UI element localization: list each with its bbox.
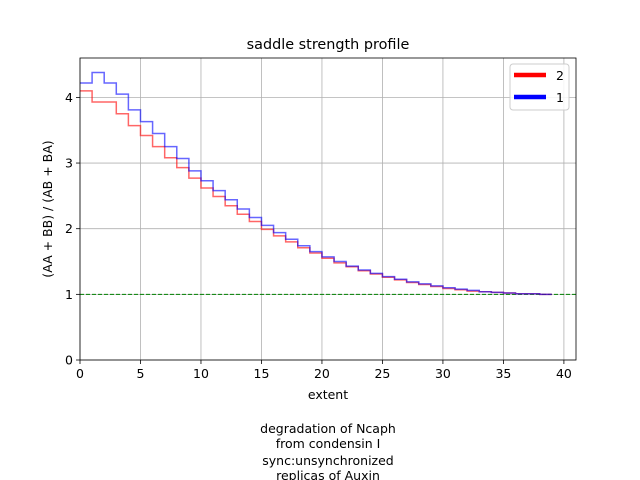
- y-tick-label: 4: [65, 90, 73, 105]
- caption-line: sync:unsynchronized: [262, 453, 393, 468]
- x-tick-label: 10: [193, 366, 209, 381]
- x-tick-label: 30: [435, 366, 451, 381]
- legend: 2 1: [509, 63, 570, 111]
- x-tick-label: 0: [76, 366, 84, 381]
- y-tick-label: 1: [65, 287, 73, 302]
- x-axis-label: extent: [308, 387, 348, 402]
- caption: degradation of Ncaph from condensin I sy…: [260, 421, 396, 480]
- y-tick-label: 2: [65, 221, 73, 236]
- x-tick-label: 25: [374, 366, 390, 381]
- y-axis-label: (AA + BB) / (AB + BA): [40, 140, 55, 277]
- caption-line: from condensin I: [276, 436, 381, 451]
- x-tick-label: 40: [556, 366, 572, 381]
- legend-label: 1: [556, 90, 564, 105]
- grid: [79, 58, 576, 361]
- legend-label: 2: [556, 68, 564, 83]
- x-tick-label: 15: [254, 366, 270, 381]
- series-line: [80, 71, 552, 296]
- chart-title: saddle strength profile: [247, 37, 410, 53]
- x-tick-label: 5: [137, 366, 145, 381]
- x-tick-label: 35: [495, 366, 511, 381]
- plot-frame: [79, 57, 577, 361]
- y-axis: 0 1 2 3 4: [65, 90, 80, 368]
- caption-line: replicas of Auxin: [276, 468, 380, 480]
- y-tick-label: 3: [65, 156, 73, 171]
- caption-line: degradation of Ncaph: [260, 421, 396, 436]
- y-tick-label: 0: [65, 353, 73, 368]
- x-axis: 0 5 10 15 20 25 30 35 40: [76, 360, 572, 381]
- x-tick-label: 20: [314, 366, 330, 381]
- series-group: [80, 71, 552, 296]
